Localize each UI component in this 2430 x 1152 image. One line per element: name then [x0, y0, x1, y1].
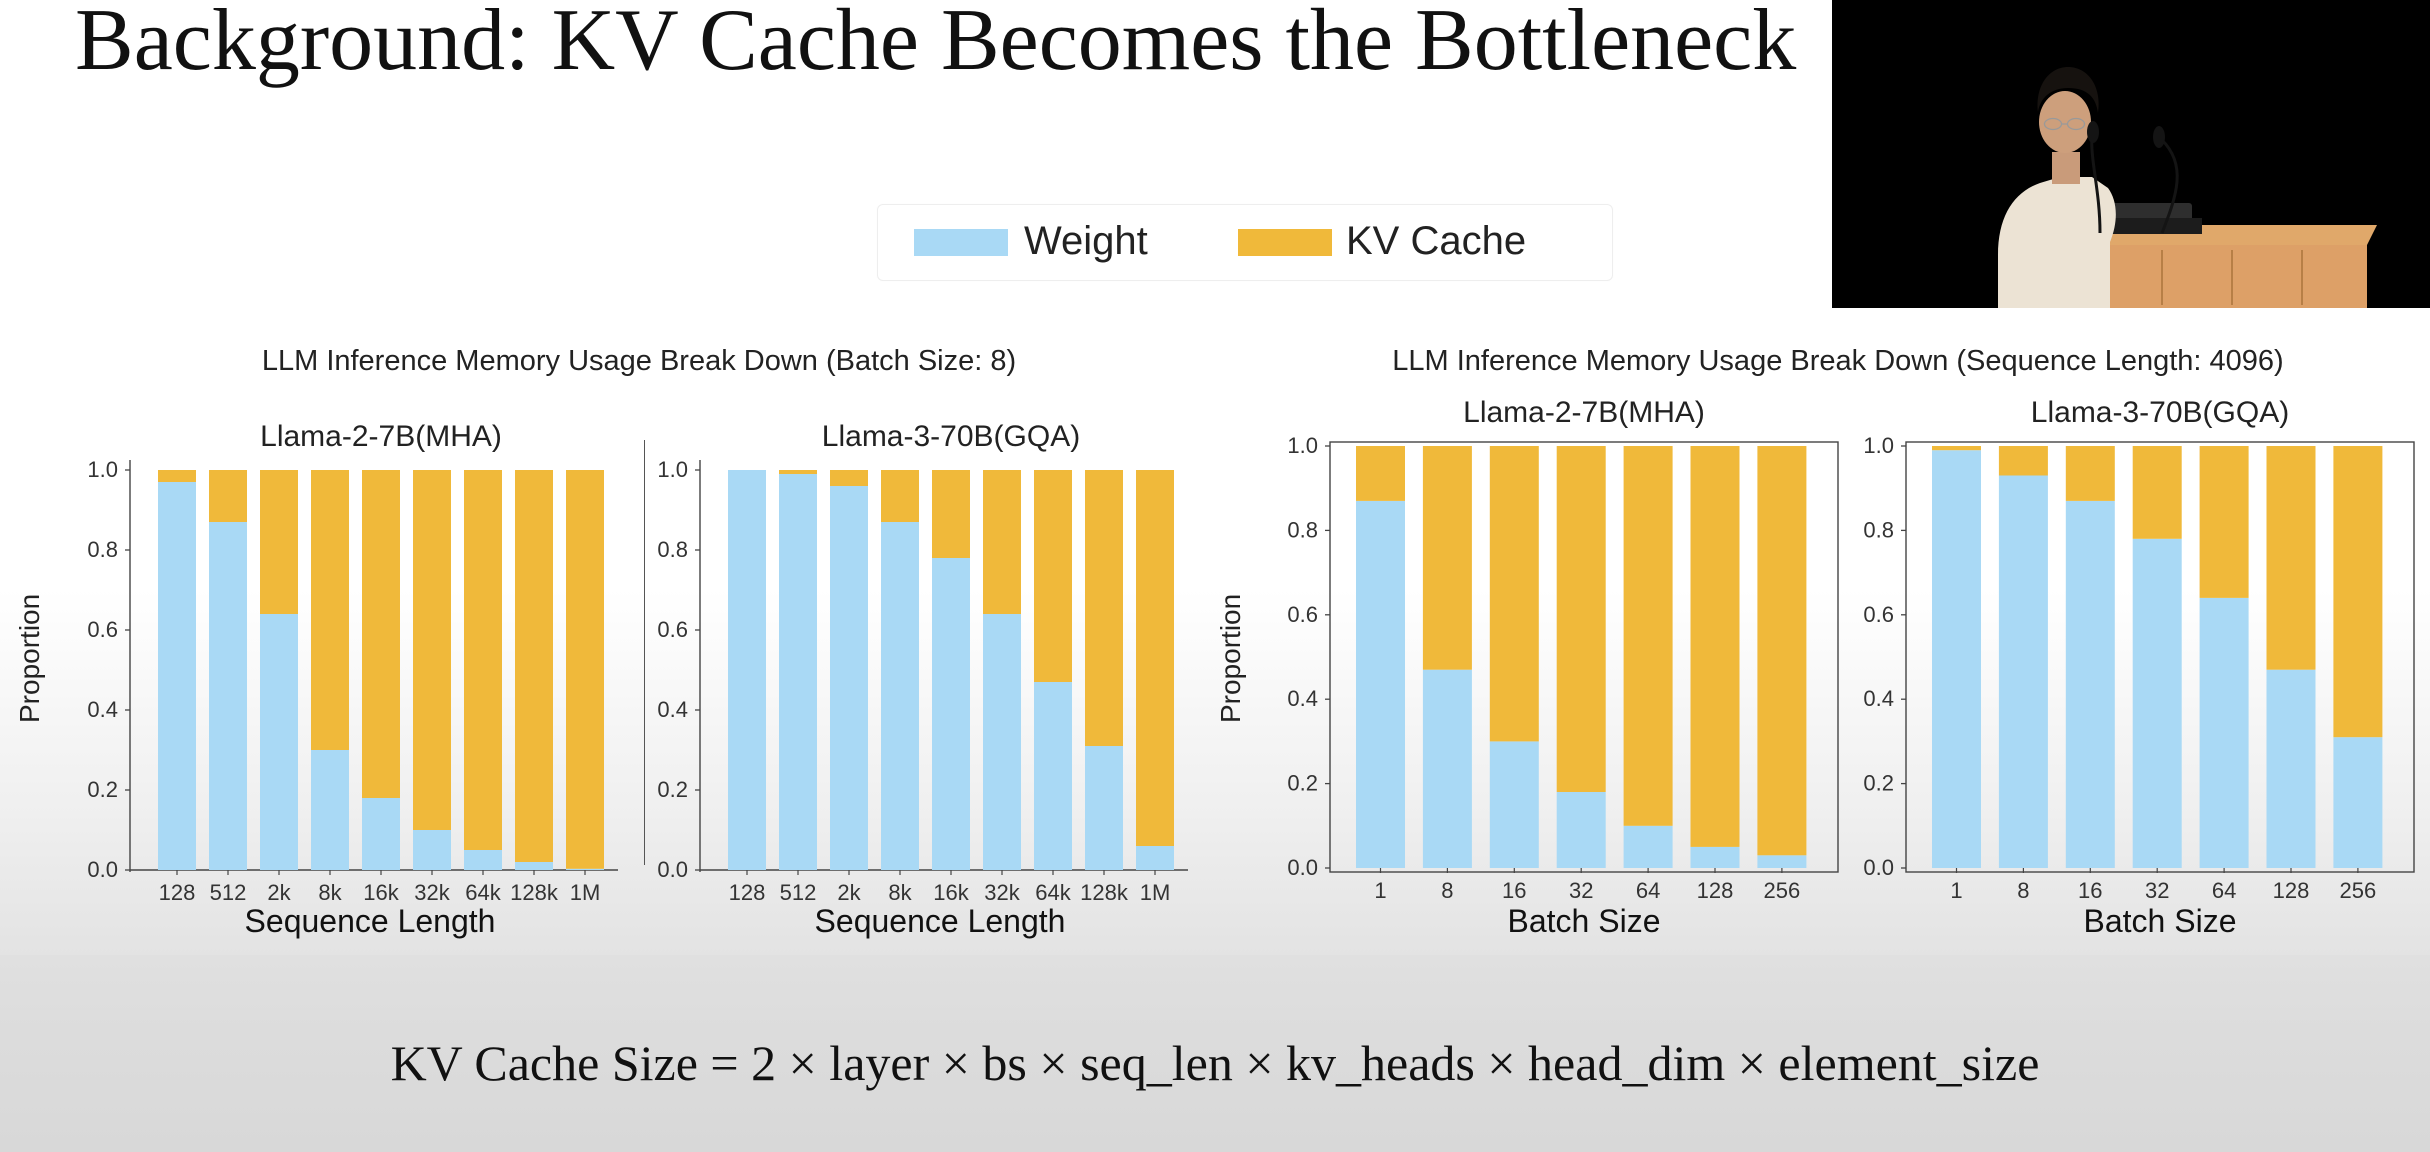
- svg-text:1.0: 1.0: [1287, 433, 1318, 458]
- svg-text:0.8: 0.8: [657, 537, 688, 562]
- svg-text:1.0: 1.0: [657, 457, 688, 482]
- svg-text:512: 512: [210, 880, 247, 905]
- svg-text:0.6: 0.6: [87, 617, 118, 642]
- svg-text:32k: 32k: [414, 880, 450, 905]
- svg-text:0.2: 0.2: [1863, 770, 1894, 795]
- svg-text:2k: 2k: [267, 880, 291, 905]
- svg-text:0.4: 0.4: [87, 697, 118, 722]
- svg-text:1M: 1M: [570, 880, 601, 905]
- svg-text:0.0: 0.0: [1863, 855, 1894, 880]
- svg-text:0.0: 0.0: [657, 857, 688, 882]
- svg-text:Llama-3-70B(GQA): Llama-3-70B(GQA): [2031, 396, 2289, 429]
- svg-text:8k: 8k: [888, 880, 912, 905]
- svg-text:0.4: 0.4: [657, 697, 688, 722]
- svg-text:0.6: 0.6: [1863, 601, 1894, 626]
- svg-text:Llama-2-7B(MHA): Llama-2-7B(MHA): [260, 420, 502, 453]
- svg-text:0.0: 0.0: [1287, 855, 1318, 880]
- svg-text:16k: 16k: [363, 880, 399, 905]
- svg-text:0.4: 0.4: [1287, 686, 1318, 711]
- svg-text:0.0: 0.0: [87, 857, 118, 882]
- svg-text:8: 8: [2017, 878, 2029, 903]
- svg-text:16: 16: [1502, 878, 1526, 903]
- svg-text:Llama-2-7B(MHA): Llama-2-7B(MHA): [1463, 396, 1705, 429]
- svg-text:0.6: 0.6: [1287, 601, 1318, 626]
- svg-text:0.2: 0.2: [657, 777, 688, 802]
- svg-text:1: 1: [1950, 878, 1962, 903]
- svg-text:1: 1: [1374, 878, 1386, 903]
- svg-text:16k: 16k: [933, 880, 969, 905]
- svg-text:8k: 8k: [318, 880, 342, 905]
- svg-text:64: 64: [1636, 878, 1660, 903]
- svg-text:64: 64: [2212, 878, 2236, 903]
- svg-text:64k: 64k: [465, 880, 501, 905]
- svg-text:512: 512: [780, 880, 817, 905]
- svg-text:64k: 64k: [1035, 880, 1071, 905]
- svg-text:1M: 1M: [1140, 880, 1171, 905]
- svg-text:32k: 32k: [984, 880, 1020, 905]
- svg-text:0.8: 0.8: [1287, 517, 1318, 542]
- svg-text:0.6: 0.6: [657, 617, 688, 642]
- svg-text:Llama-3-70B(GQA): Llama-3-70B(GQA): [822, 420, 1080, 453]
- svg-text:0.4: 0.4: [1863, 686, 1894, 711]
- svg-text:8: 8: [1441, 878, 1453, 903]
- svg-text:32: 32: [2145, 878, 2169, 903]
- svg-text:256: 256: [1764, 878, 1801, 903]
- svg-text:1.0: 1.0: [87, 457, 118, 482]
- svg-text:16: 16: [2078, 878, 2102, 903]
- svg-text:128: 128: [2273, 878, 2310, 903]
- svg-text:256: 256: [2340, 878, 2377, 903]
- svg-text:2k: 2k: [837, 880, 861, 905]
- svg-text:128: 128: [729, 880, 766, 905]
- svg-text:0.2: 0.2: [87, 777, 118, 802]
- svg-text:0.8: 0.8: [87, 537, 118, 562]
- svg-text:128: 128: [1697, 878, 1734, 903]
- svg-text:0.2: 0.2: [1287, 770, 1318, 795]
- svg-text:1.0: 1.0: [1863, 433, 1894, 458]
- svg-text:128: 128: [159, 880, 196, 905]
- svg-text:128k: 128k: [510, 880, 559, 905]
- svg-text:128k: 128k: [1080, 880, 1129, 905]
- svg-text:32: 32: [1569, 878, 1593, 903]
- svg-text:0.8: 0.8: [1863, 517, 1894, 542]
